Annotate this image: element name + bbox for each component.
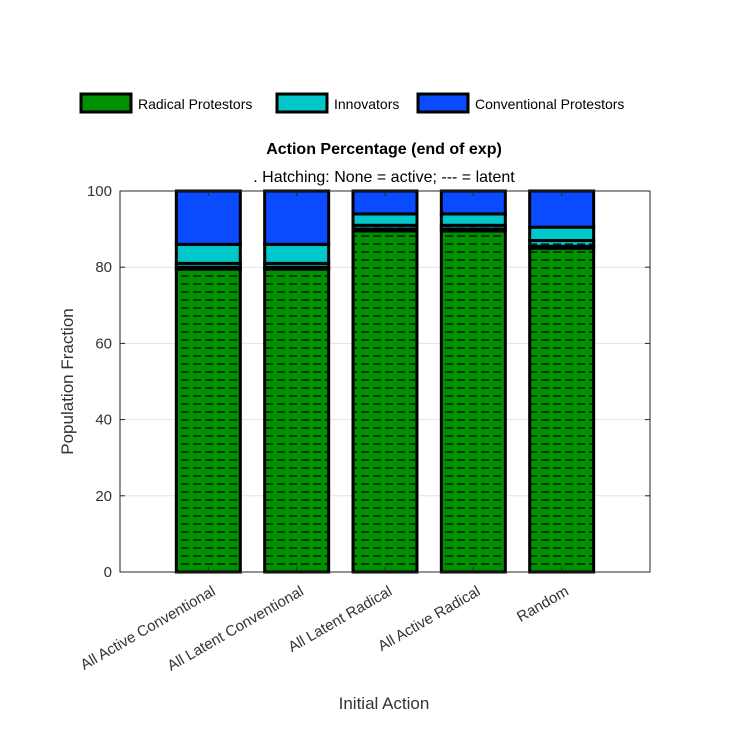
bar-segment-innovators-active: [528, 225, 596, 243]
legend-label-radical: Radical Protestors: [138, 96, 252, 112]
bar-segment-innovators-active: [351, 212, 419, 227]
bar-segment-innovators-latent-hatch: [264, 263, 329, 268]
bar-segment-innovators-active: [263, 242, 331, 265]
bar-segment-innovators-active: [174, 242, 242, 265]
bar-segment-innovators-latent-hatch: [353, 225, 417, 230]
y-tick-label: 40: [95, 412, 112, 429]
legend: Radical Protestors Innovators Convention…: [79, 92, 624, 114]
bar-segment-radical-protestors-latent-hatch: [264, 269, 329, 572]
bar-segment-conventional-protestors-active: [528, 189, 596, 229]
y-tick-label: 60: [95, 335, 112, 352]
bar-segment-radical-protestors-latent-hatch: [353, 231, 417, 572]
legend-swatch-innovators: [275, 92, 329, 114]
bar-segment-radical-protestors-latent-hatch: [441, 231, 506, 572]
bar-segment-innovators-latent-hatch: [176, 263, 241, 268]
y-tick-label: 80: [95, 259, 112, 276]
bars: [174, 189, 596, 574]
x-axis-title: Initial Action: [339, 694, 430, 713]
chart-title: Action Percentage (end of exp): [266, 141, 502, 158]
bar-segment-radical-protestors-latent-hatch: [529, 248, 594, 572]
y-tick-label: 20: [95, 488, 112, 505]
y-tick-label: 0: [104, 564, 112, 581]
y-axis: 0 20 40 60 80 100: [87, 183, 650, 581]
bar-segment-conventional-protestors-active: [174, 189, 242, 246]
bar-segment-innovators-latent-hatch: [529, 240, 594, 247]
y-tick-label: 100: [87, 183, 112, 200]
bar-segment-radical-protestors-latent-hatch: [176, 269, 241, 572]
x-tick-label: Random: [514, 583, 572, 626]
y-axis-title: Population Fraction: [58, 308, 77, 454]
chart-subtitle: . Hatching: None = active; --- = latent: [253, 169, 515, 186]
bar-segment-conventional-protestors-active: [263, 189, 331, 246]
legend-swatch-radical: [79, 92, 133, 114]
legend-label-innovators: Innovators: [334, 96, 399, 112]
legend-swatch-conventional: [416, 92, 470, 114]
bar-segment-innovators-active: [439, 212, 507, 227]
bar-segment-innovators-latent-hatch: [441, 225, 506, 230]
legend-label-conventional: Conventional Protestors: [475, 96, 624, 112]
